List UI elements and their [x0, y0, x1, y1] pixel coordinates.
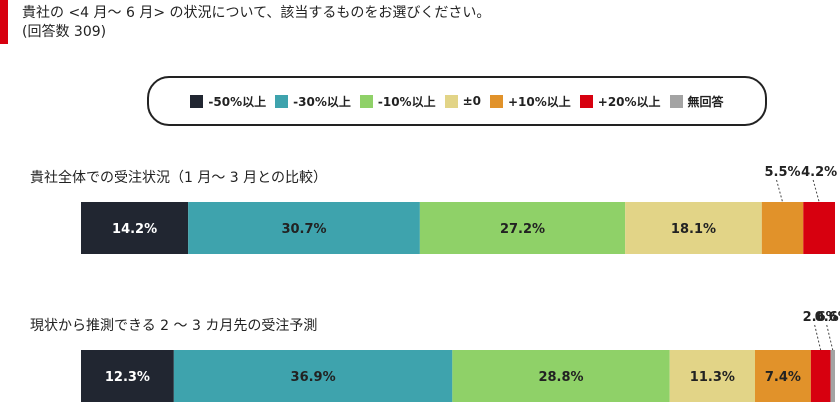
legend-label: -10%以上 [377, 94, 436, 109]
bar-segment [81, 350, 174, 402]
data-label: 28.8% [538, 370, 583, 385]
legend-swatch [489, 94, 503, 108]
data-label: 14.2% [112, 222, 157, 237]
leader-line [826, 324, 834, 351]
bar-segment [452, 350, 670, 402]
legend-item: ±0 [444, 94, 481, 108]
chart-title-forecast: 現状から推測できる 2 ～ 3 カ月先の受注予測 [30, 318, 318, 334]
data-label: 7.4% [765, 370, 801, 385]
legend-item: -10%以上 [359, 93, 436, 110]
data-label: 2.6% [803, 310, 839, 325]
bar-segment [625, 202, 762, 254]
data-label: 36.9% [291, 370, 336, 385]
legend-label: -50%以上 [208, 94, 267, 109]
bar-segment [810, 350, 831, 402]
legend-label: ±0 [462, 94, 481, 108]
legend-swatch [444, 94, 458, 108]
response-count: (回答数 309) [22, 24, 107, 40]
data-label: 11.3% [690, 370, 735, 385]
legend-label: -30%以上 [293, 94, 351, 109]
legend-item: +10%以上 [489, 93, 571, 110]
data-label: 30.7% [281, 222, 326, 237]
bar-segment [173, 350, 453, 402]
legend-item: -50%以上 [190, 93, 266, 110]
data-label: 4.2% [801, 165, 837, 180]
legend-label: +10%以上 [507, 94, 571, 109]
data-label: 0.6% [815, 310, 840, 325]
legend-label: +20%以上 [597, 94, 661, 109]
leader-line [776, 179, 784, 203]
data-label: 5.5% [765, 165, 801, 180]
legend-swatch [190, 94, 204, 108]
legend-swatch [579, 94, 593, 108]
legend-swatch [669, 94, 683, 108]
bar-segment [419, 202, 626, 254]
bar-segment [81, 202, 189, 254]
accent-bar [0, 0, 8, 44]
legend-item: 無回答 [669, 93, 724, 110]
legend-item: -30%以上 [275, 93, 351, 110]
chart-title-current: 貴社全体での受注状況（1 月～ 3 月との比較） [30, 170, 328, 186]
bar-segment [669, 350, 755, 402]
bar-segment [188, 202, 420, 254]
legend: -50%以上 -30%以上 -10%以上 ±0 +10%以上 +20%以上 無回答 [147, 76, 767, 126]
bar-segment [761, 202, 804, 254]
legend-label: 無回答 [687, 94, 724, 109]
leader-line [812, 179, 820, 203]
leader-line [814, 324, 822, 351]
legend-swatch [275, 94, 289, 108]
legend-swatch [359, 94, 373, 108]
data-label: 12.3% [105, 370, 150, 385]
bar-segment [830, 350, 835, 402]
bar-segment [803, 202, 835, 254]
bar-segment [754, 350, 811, 402]
legend-item: +20%以上 [579, 93, 661, 110]
data-label: 27.2% [500, 222, 545, 237]
data-label: 18.1% [671, 222, 716, 237]
question-title: 貴社の <4 月～ 6 月> の状況について、該当するものをお選びください。 [22, 5, 491, 21]
